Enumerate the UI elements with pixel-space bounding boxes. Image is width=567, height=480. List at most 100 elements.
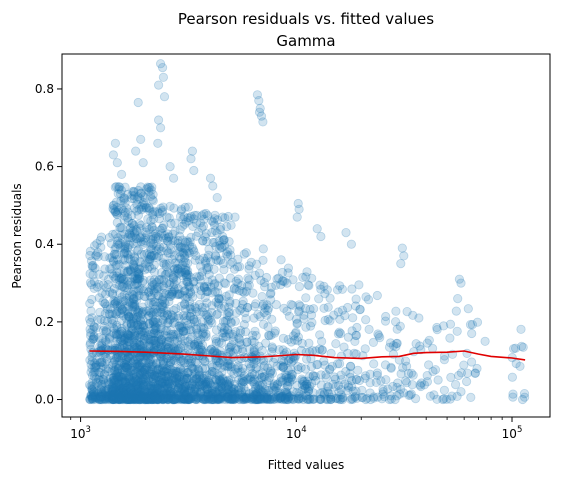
- data-point: [146, 393, 156, 403]
- y-axis-label: Pearson residuals: [10, 183, 24, 288]
- data-point: [415, 341, 425, 351]
- data-point: [133, 245, 143, 255]
- data-point: [125, 371, 135, 381]
- data-point: [135, 315, 146, 325]
- data-point: [461, 376, 472, 387]
- data-point: [122, 394, 132, 404]
- data-point: [131, 394, 141, 405]
- data-point: [123, 384, 133, 395]
- data-point: [110, 340, 120, 350]
- data-point: [229, 394, 239, 404]
- data-point: [113, 394, 124, 404]
- data-point: [136, 316, 146, 327]
- data-point: [258, 244, 268, 254]
- data-point: [397, 243, 407, 253]
- data-point: [149, 286, 159, 296]
- data-point: [107, 360, 118, 370]
- data-point: [108, 392, 118, 402]
- data-point: [408, 370, 418, 380]
- data-point: [109, 324, 119, 334]
- data-point: [85, 394, 95, 405]
- data-point: [163, 381, 173, 392]
- data-point: [292, 212, 302, 222]
- data-point: [112, 182, 122, 192]
- data-point: [102, 354, 112, 364]
- data-point: [177, 321, 187, 331]
- data-point: [143, 394, 153, 404]
- data-point: [123, 266, 133, 276]
- data-point: [208, 181, 218, 191]
- data-point: [126, 389, 136, 399]
- data-point: [119, 362, 129, 373]
- data-point: [111, 330, 121, 340]
- data-point: [125, 392, 135, 402]
- data-point: [111, 382, 121, 392]
- data-point: [137, 392, 147, 402]
- data-point: [133, 381, 143, 391]
- data-point: [134, 394, 144, 405]
- data-point: [180, 392, 190, 402]
- data-point: [126, 388, 136, 398]
- data-point: [129, 203, 139, 213]
- data-point: [90, 358, 100, 368]
- data-point: [125, 392, 136, 402]
- data-point: [149, 391, 159, 401]
- data-point: [140, 291, 150, 301]
- data-point: [94, 367, 104, 377]
- data-point: [109, 200, 119, 210]
- data-point: [147, 387, 157, 397]
- data-point: [147, 394, 157, 405]
- data-point: [120, 242, 130, 252]
- data-point: [131, 226, 142, 236]
- data-point: [312, 224, 322, 234]
- data-point: [146, 393, 156, 403]
- data-point: [120, 391, 130, 401]
- data-point: [380, 360, 391, 370]
- data-point: [135, 233, 145, 243]
- data-point: [102, 316, 113, 327]
- data-point: [134, 362, 144, 373]
- data-point: [132, 389, 142, 399]
- data-point: [138, 315, 148, 325]
- data-point: [273, 379, 283, 389]
- data-point: [118, 383, 128, 393]
- data-point: [96, 314, 106, 324]
- data-point: [128, 335, 138, 345]
- data-point: [110, 389, 120, 399]
- data-point: [164, 232, 174, 242]
- data-point: [162, 389, 172, 399]
- data-point: [133, 389, 143, 399]
- data-point: [132, 275, 142, 285]
- data-point: [154, 274, 164, 285]
- data-point: [111, 298, 121, 308]
- data-point: [149, 328, 159, 338]
- data-point: [135, 369, 145, 380]
- data-point: [131, 384, 142, 395]
- data-point: [141, 393, 151, 403]
- data-point: [85, 340, 95, 350]
- data-point: [180, 202, 190, 212]
- data-point: [123, 394, 133, 404]
- data-point: [131, 359, 141, 369]
- data-point: [132, 330, 142, 341]
- data-point: [178, 260, 188, 270]
- data-point: [126, 382, 136, 393]
- data-point: [150, 394, 160, 404]
- data-point: [178, 327, 189, 337]
- data-point: [129, 393, 139, 403]
- data-point: [108, 383, 118, 393]
- data-point: [174, 258, 184, 268]
- data-point: [134, 324, 144, 335]
- data-point: [97, 340, 107, 351]
- data-point: [414, 313, 424, 323]
- data-point: [146, 336, 156, 346]
- data-point: [187, 372, 197, 382]
- data-point: [107, 315, 117, 325]
- data-point: [151, 233, 161, 243]
- data-point: [147, 281, 157, 291]
- data-point: [149, 394, 159, 404]
- data-point: [179, 331, 189, 341]
- x-tick-label: 104: [286, 425, 307, 441]
- data-point: [114, 379, 124, 389]
